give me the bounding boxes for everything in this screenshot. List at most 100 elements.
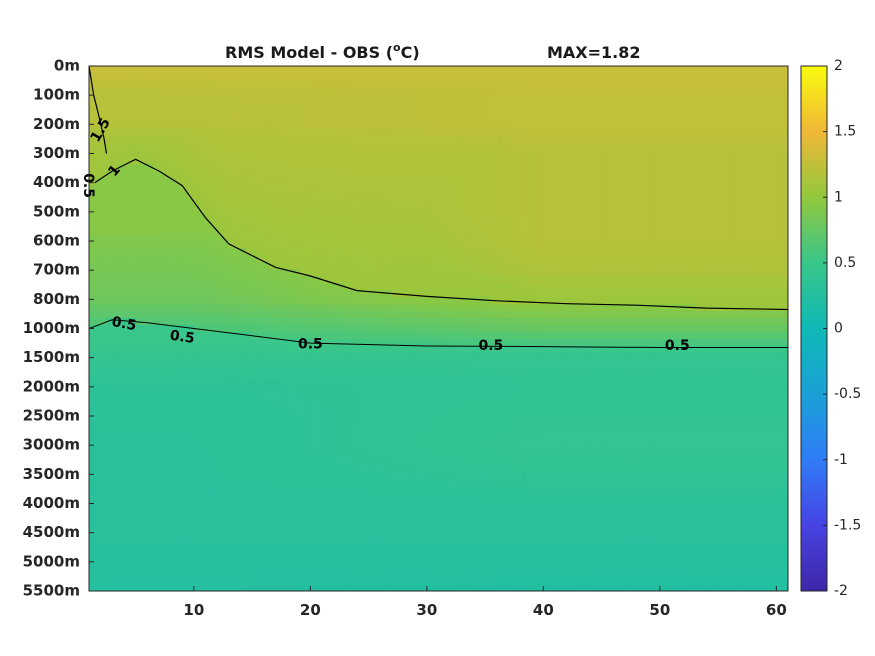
heatmap-cell — [228, 220, 236, 228]
heatmap-cell — [630, 269, 638, 277]
heatmap-cell — [665, 108, 673, 116]
heatmap-cell — [723, 206, 731, 214]
heatmap-cell — [619, 325, 626, 333]
heatmap-cell — [141, 339, 148, 347]
heatmap-cell — [164, 241, 172, 249]
heatmap-cell — [758, 325, 766, 333]
heatmap-cell — [624, 290, 632, 298]
heatmap-cell — [263, 115, 271, 123]
heatmap-cell — [415, 115, 422, 123]
heatmap-cell — [543, 325, 550, 333]
heatmap-cell — [182, 318, 189, 326]
heatmap-cell — [560, 304, 568, 312]
heatmap-cell — [362, 157, 370, 165]
heatmap-cell — [153, 283, 160, 291]
heatmap-cell — [222, 143, 230, 151]
heatmap-cell — [601, 248, 609, 256]
heatmap-cell — [496, 290, 504, 298]
heatmap-cell — [129, 101, 137, 109]
heatmap-cell — [426, 241, 434, 249]
heatmap-cell — [345, 227, 352, 235]
heatmap-cell — [555, 66, 562, 74]
heatmap-cell — [426, 227, 434, 235]
heatmap-cell — [322, 164, 329, 172]
heatmap-cell — [298, 206, 306, 214]
heatmap-cell — [520, 80, 527, 88]
heatmap-cell — [281, 248, 288, 256]
heatmap-cell — [502, 234, 509, 242]
heatmap-cell — [333, 101, 341, 109]
heatmap-cell — [694, 87, 702, 95]
heatmap-cell — [316, 311, 323, 319]
heatmap-cell — [624, 185, 632, 193]
heatmap-cell — [613, 122, 620, 130]
heatmap-cell — [164, 157, 172, 165]
heatmap-cell — [403, 346, 410, 354]
heatmap-cell — [158, 227, 166, 235]
heatmap-cell — [351, 318, 358, 326]
heatmap-cell — [502, 346, 509, 354]
heatmap-cell — [199, 157, 207, 165]
heatmap-cell — [176, 262, 183, 270]
heatmap-cell — [158, 276, 166, 284]
heatmap-cell — [188, 185, 195, 193]
heatmap-cell — [193, 94, 201, 102]
heatmap-cell — [461, 199, 469, 207]
heatmap-cell — [112, 129, 119, 137]
heatmap-cell — [607, 192, 614, 200]
heatmap-cell — [467, 248, 475, 256]
heatmap-cell — [613, 178, 620, 186]
heatmap-cell — [776, 73, 783, 81]
heatmap-cell — [141, 276, 148, 284]
heatmap-cell — [310, 318, 317, 326]
heatmap-cell — [531, 143, 539, 151]
heatmap-cell — [700, 150, 708, 158]
heatmap-cell — [531, 115, 539, 123]
heatmap-cell — [589, 101, 597, 109]
heatmap-cell — [339, 276, 346, 284]
heatmap-cell — [508, 150, 515, 158]
heatmap-cell — [718, 255, 725, 263]
heatmap-cell — [351, 255, 358, 263]
heatmap-cell — [327, 115, 335, 123]
heatmap-cell — [520, 73, 527, 81]
heatmap-cell — [654, 122, 661, 130]
heatmap-cell — [304, 164, 311, 172]
heatmap-cell — [654, 262, 661, 270]
heatmap-cell — [170, 220, 177, 228]
heatmap-cell — [123, 143, 131, 151]
heatmap-cell — [607, 220, 614, 228]
heatmap-cell — [222, 227, 230, 235]
heatmap-cell — [520, 157, 527, 165]
heatmap-cell — [543, 332, 550, 340]
heatmap-cell — [578, 325, 585, 333]
heatmap-cell — [566, 87, 574, 95]
heatmap-cell — [776, 129, 783, 137]
heatmap-cell — [461, 346, 469, 354]
heatmap-cell — [485, 304, 492, 312]
heatmap-cell — [688, 101, 696, 109]
heatmap-cell — [240, 157, 247, 165]
heatmap-cell — [158, 171, 166, 179]
heatmap-cell — [316, 157, 323, 165]
heatmap-cell — [659, 157, 667, 165]
heatmap-cell — [222, 129, 230, 137]
heatmap-cell — [351, 150, 358, 158]
heatmap-cell — [723, 108, 731, 116]
heatmap-cell — [193, 332, 201, 340]
heatmap-cell — [479, 227, 486, 235]
heatmap-cell — [694, 136, 702, 144]
heatmap-cell — [351, 269, 358, 277]
heatmap-cell — [694, 80, 702, 88]
heatmap-cell — [531, 108, 539, 116]
heatmap-cell — [584, 227, 591, 235]
heatmap-cell — [525, 248, 533, 256]
heatmap-cell — [147, 311, 154, 319]
heatmap-cell — [316, 318, 323, 326]
heatmap-cell — [176, 150, 183, 158]
heatmap-cell — [205, 101, 212, 109]
heatmap-cell — [560, 206, 568, 214]
heatmap-cell — [374, 332, 381, 340]
heatmap-cell — [304, 66, 311, 74]
heatmap-cell — [368, 143, 376, 151]
